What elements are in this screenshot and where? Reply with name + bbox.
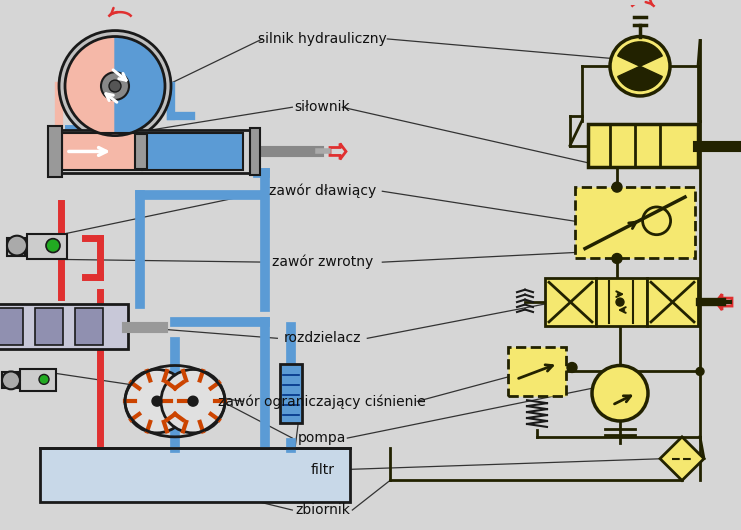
Bar <box>48 130 258 173</box>
Text: filtr: filtr <box>310 463 334 476</box>
Bar <box>596 278 647 326</box>
Circle shape <box>101 72 129 100</box>
Bar <box>27 234 67 260</box>
Bar <box>142 132 243 170</box>
Circle shape <box>592 366 648 421</box>
Wedge shape <box>618 66 662 91</box>
Circle shape <box>125 369 189 433</box>
Bar <box>575 187 695 259</box>
Text: rozdzielacz: rozdzielacz <box>284 331 361 346</box>
Circle shape <box>59 31 171 142</box>
Circle shape <box>610 37 670 96</box>
Circle shape <box>7 236 27 255</box>
Circle shape <box>2 372 20 390</box>
Text: zawór ograniczający ciśnienie: zawór ograniczający ciśnienie <box>219 394 426 409</box>
Circle shape <box>188 396 198 406</box>
Circle shape <box>46 238 60 252</box>
Bar <box>508 347 566 396</box>
Bar <box>48 126 62 177</box>
Circle shape <box>39 374 49 384</box>
Bar <box>545 278 596 326</box>
Polygon shape <box>660 437 704 481</box>
Circle shape <box>152 396 162 406</box>
Circle shape <box>567 363 577 373</box>
Circle shape <box>109 80 121 92</box>
Bar <box>2 373 18 388</box>
Bar <box>588 123 698 167</box>
Circle shape <box>161 369 225 433</box>
Bar <box>75 308 103 345</box>
Text: pompa: pompa <box>298 431 347 445</box>
Bar <box>35 308 63 345</box>
Bar <box>40 448 350 502</box>
Bar <box>135 134 147 169</box>
Circle shape <box>696 367 704 375</box>
Bar <box>280 364 302 423</box>
Text: siłownik: siłownik <box>294 100 350 114</box>
Bar <box>647 278 698 326</box>
Wedge shape <box>618 42 662 66</box>
Circle shape <box>616 298 624 306</box>
Bar <box>250 128 260 175</box>
Text: zbiornik: zbiornik <box>295 503 350 517</box>
Bar <box>0 304 128 349</box>
Polygon shape <box>65 37 115 136</box>
Bar <box>7 237 25 255</box>
Bar <box>0 308 23 345</box>
Text: zawór zwrotny: zawór zwrotny <box>272 255 373 269</box>
Circle shape <box>612 253 622 263</box>
Circle shape <box>612 182 622 192</box>
Bar <box>62 132 142 170</box>
Polygon shape <box>115 37 165 136</box>
Text: silnik hydrauliczny: silnik hydrauliczny <box>258 32 387 46</box>
Text: zawór dławiący: zawór dławiący <box>269 184 376 199</box>
Bar <box>20 369 56 391</box>
